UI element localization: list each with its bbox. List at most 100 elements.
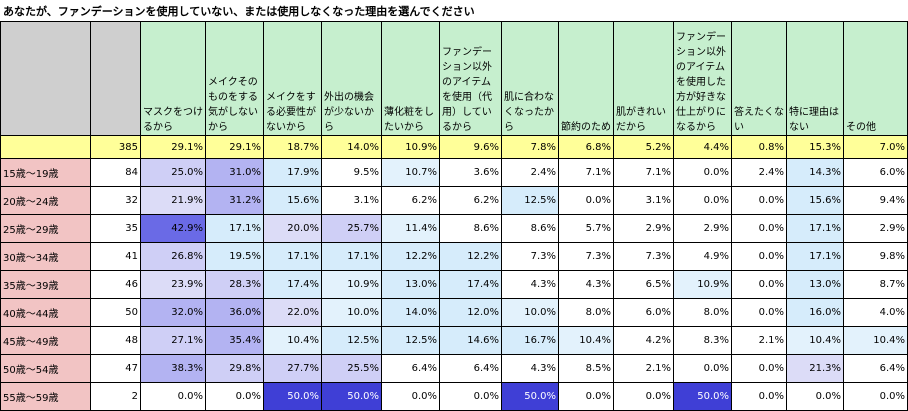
column-header: メイクそのものをする気がしないから (205, 21, 264, 136)
value-cell: 16.7% (501, 326, 559, 355)
value-cell: 20.0% (263, 214, 322, 243)
table-row: 15歳～19歳 84 25.0% 31.0% 17.9% 9.5% 10.7% 3.6% 2.4… (0, 158, 908, 187)
value-cell: 4.3% (501, 270, 559, 299)
value-cell: 4.9% (673, 242, 732, 271)
value-cell: 6.2% (439, 186, 502, 215)
value-cell: 32.0% (140, 298, 206, 327)
value-cell: 36.0% (205, 298, 264, 327)
value-cell: 10.9% (381, 135, 440, 159)
value-cell: 0.0% (558, 186, 614, 215)
value-cell: 6.8% (558, 135, 614, 159)
sample-size: 50 (90, 298, 141, 327)
column-header: 特に理由はない (786, 21, 844, 136)
row-label: 20歳～24歳 (0, 186, 91, 215)
value-cell: 6.5% (613, 270, 674, 299)
value-cell: 17.1% (786, 242, 844, 271)
value-cell: 0.0% (731, 214, 787, 243)
value-cell: 25.0% (140, 158, 206, 187)
value-cell: 2.1% (731, 326, 787, 355)
header-corner (0, 21, 91, 136)
value-cell: 10.9% (321, 270, 382, 299)
value-cell: 17.1% (205, 214, 264, 243)
value-cell: 4.2% (613, 326, 674, 355)
value-cell: 0.0% (673, 186, 732, 215)
value-cell: 17.1% (321, 242, 382, 271)
value-cell: 13.0% (381, 270, 440, 299)
sample-size: 35 (90, 214, 141, 243)
row-label: 30歳～34歳 (0, 242, 91, 271)
value-cell: 25.5% (321, 354, 382, 383)
value-cell: 6.4% (381, 354, 440, 383)
value-cell: 11.4% (381, 214, 440, 243)
column-header: 肌に合わなくなったから (501, 21, 559, 136)
value-cell: 9.4% (843, 186, 908, 215)
data-table: マスクをつけるから メイクそのものをする気がしないから メイクをする必要性がないから… (0, 21, 908, 411)
header-row: マスクをつけるから メイクそのものをする気がしないから メイクをする必要性がないから… (0, 21, 908, 136)
value-cell: 6.0% (613, 298, 674, 327)
row-label: 35歳～39歳 (0, 270, 91, 299)
value-cell: 2.9% (843, 214, 908, 243)
value-cell: 7.3% (613, 242, 674, 271)
value-cell: 18.7% (263, 135, 322, 159)
total-row: 385 29.1% 29.1% 18.7% 14.0% 10.9% 9.6% 7.8% 6.8%… (0, 135, 908, 159)
value-cell: 14.3% (786, 158, 844, 187)
value-cell: 9.5% (321, 158, 382, 187)
value-cell: 7.3% (501, 242, 559, 271)
value-cell: 0.0% (731, 298, 787, 327)
table-row: 40歳～44歳 50 32.0% 36.0% 22.0% 10.0% 14.0% 12.0% 1… (0, 298, 908, 327)
value-cell: 0.0% (381, 382, 440, 411)
value-cell: 27.1% (140, 326, 206, 355)
value-cell: 21.9% (140, 186, 206, 215)
value-cell: 8.6% (439, 214, 502, 243)
value-cell: 17.4% (263, 270, 322, 299)
value-cell: 4.0% (843, 298, 908, 327)
value-cell: 0.0% (673, 158, 732, 187)
column-header: 外出の機会が少ないから (321, 21, 382, 136)
value-cell: 15.6% (786, 186, 844, 215)
value-cell: 42.9% (140, 214, 206, 243)
value-cell: 23.9% (140, 270, 206, 299)
value-cell: 10.4% (786, 326, 844, 355)
value-cell: 2.4% (731, 158, 787, 187)
value-cell: 2.9% (613, 214, 674, 243)
value-cell: 17.1% (263, 242, 322, 271)
value-cell: 4.4% (673, 135, 732, 159)
sample-size: 84 (90, 158, 141, 187)
value-cell: 0.0% (140, 382, 206, 411)
value-cell: 6.4% (439, 354, 502, 383)
value-cell: 10.4% (843, 326, 908, 355)
table-row: 50歳～54歳 47 38.3% 29.8% 27.7% 25.5% 6.4% 6.4% 4.3… (0, 354, 908, 383)
value-cell: 17.4% (439, 270, 502, 299)
row-label: 25歳～29歳 (0, 214, 91, 243)
value-cell: 2.9% (673, 214, 732, 243)
column-header: マスクをつけるから (140, 21, 206, 136)
value-cell: 0.0% (558, 382, 614, 411)
column-header: 答えたくない (731, 21, 787, 136)
table-row: 30歳～34歳 41 26.8% 19.5% 17.1% 17.1% 12.2% 12.2% 7… (0, 242, 908, 271)
value-cell: 4.3% (558, 270, 614, 299)
value-cell: 14.0% (321, 135, 382, 159)
value-cell: 22.0% (263, 298, 322, 327)
value-cell: 17.9% (263, 158, 322, 187)
value-cell: 38.3% (140, 354, 206, 383)
value-cell: 10.7% (381, 158, 440, 187)
value-cell: 31.2% (205, 186, 264, 215)
value-cell: 0.0% (673, 354, 732, 383)
value-cell: 10.9% (673, 270, 732, 299)
value-cell: 8.7% (843, 270, 908, 299)
value-cell: 7.0% (843, 135, 908, 159)
value-cell: 2.4% (501, 158, 559, 187)
value-cell: 12.2% (439, 242, 502, 271)
value-cell: 15.6% (263, 186, 322, 215)
value-cell: 29.1% (205, 135, 264, 159)
value-cell: 7.8% (501, 135, 559, 159)
value-cell: 8.3% (673, 326, 732, 355)
value-cell: 8.5% (558, 354, 614, 383)
value-cell: 16.0% (786, 298, 844, 327)
value-cell: 8.0% (673, 298, 732, 327)
table-row: 35歳～39歳 46 23.9% 28.3% 17.4% 10.9% 13.0% 17.4% 4… (0, 270, 908, 299)
value-cell: 0.0% (439, 382, 502, 411)
value-cell: 3.6% (439, 158, 502, 187)
value-cell: 3.1% (613, 186, 674, 215)
value-cell: 0.0% (731, 382, 787, 411)
